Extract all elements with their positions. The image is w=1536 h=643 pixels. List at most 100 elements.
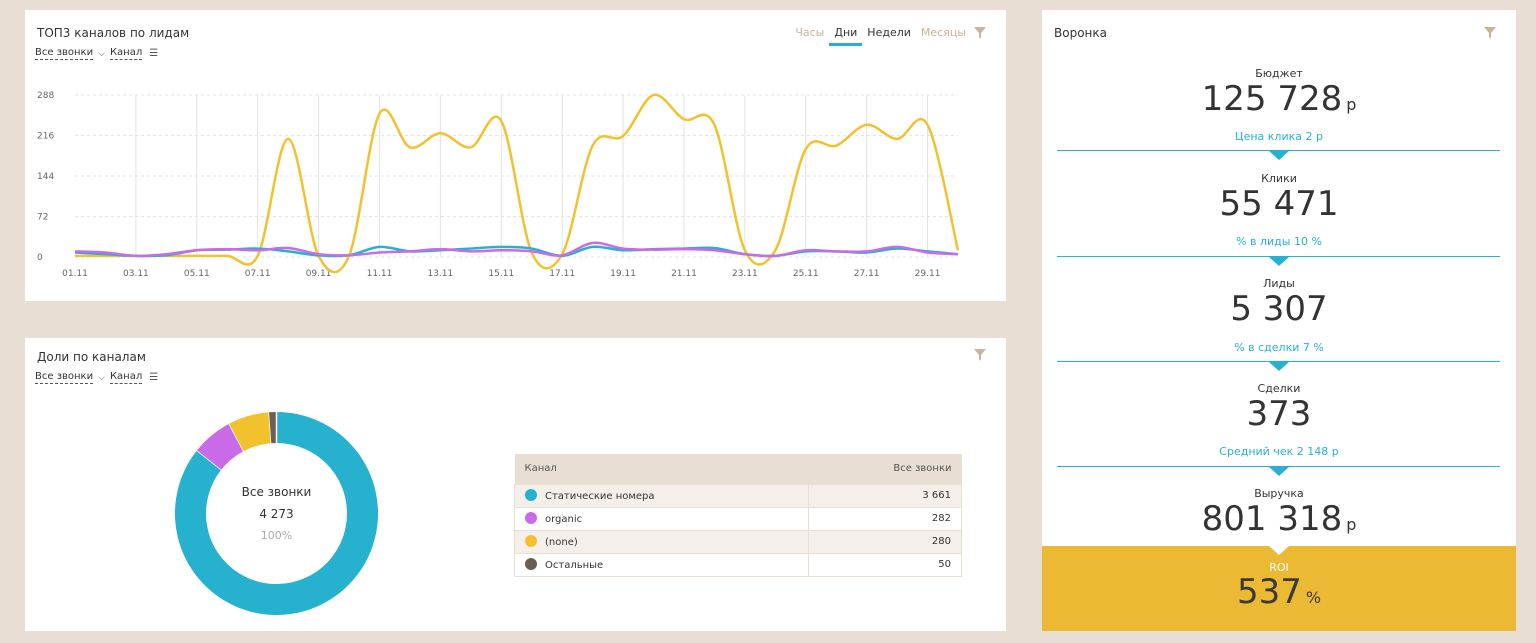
stage-label: Бюджет <box>1255 67 1303 80</box>
donut-chart: Все звонки 4 273 100% <box>175 412 378 615</box>
period-tabs: Часы Дни Недели Месяцы <box>795 26 966 46</box>
y-tick-label: 144 <box>37 172 54 182</box>
funnel-conv-to-leads: % в лиды 10 % <box>1236 235 1322 248</box>
legend-dot <box>525 512 537 524</box>
funnel-card-title: Воронка <box>1054 26 1107 40</box>
leads-line-chart: 0 72 144 216 288 01.11 03.11 05.11 07.11 09.11 11.… <box>37 91 960 279</box>
funnel-divider <box>1057 150 1500 151</box>
x-tick-label: 27.11 <box>854 269 880 279</box>
stage-value: 125 728 р <box>1201 79 1357 119</box>
x-tick-label: 23.11 <box>732 269 758 279</box>
stage-value: 55 471 <box>1219 184 1339 224</box>
donut-total: 4 273 <box>259 507 294 521</box>
funnel-card: Воронка Бюджет 125 728 р Цена клика 2 р К… <box>1042 10 1516 631</box>
funnel-stage-budget: Бюджет 125 728 р <box>1042 67 1516 123</box>
share-card: Доли по каналам Все звонки ⌵ Канал ☰ Все… <box>25 338 1006 631</box>
legend-dot <box>525 489 537 501</box>
x-tick-label: 25.11 <box>793 269 819 279</box>
leads-subfilters: Все звонки ⌵ Канал ☰ <box>35 47 158 60</box>
funnel-divider <box>1057 361 1500 362</box>
donut-slice-2[interactable] <box>229 412 272 452</box>
row-value: 3 661 <box>808 483 962 508</box>
legend-dot <box>525 535 537 547</box>
stage-label: Клики <box>1261 172 1297 185</box>
table-row[interactable]: Статические номера 3 661 <box>513 483 962 508</box>
tab-weeks[interactable]: Недели <box>867 26 911 39</box>
funnel-divider <box>1057 256 1500 257</box>
donut-slice-0[interactable] <box>175 412 378 615</box>
table-row[interactable]: Остальные 50 <box>513 552 962 577</box>
row-label: organic <box>545 514 583 525</box>
x-tick-label: 15.11 <box>488 269 514 279</box>
series-line-0[interactable] <box>75 93 960 274</box>
stage-value: 537% <box>1236 572 1322 612</box>
header-channel[interactable]: Канал <box>514 454 809 484</box>
funnel-conv-click-price: Цена клика 2 р <box>1235 130 1323 143</box>
leads-chart-card: ТОП3 каналов по лидам Все звонки ⌵ Канал… <box>25 10 1006 301</box>
tab-hours[interactable]: Часы <box>795 26 825 39</box>
funnel-divider <box>1057 466 1500 467</box>
stage-label: Сделки <box>1257 382 1301 395</box>
y-tick-label: 0 <box>37 253 43 263</box>
row-label: Остальные <box>545 560 604 571</box>
sort-icon[interactable]: ☰ <box>149 372 158 383</box>
down-arrow-icon <box>1269 362 1289 371</box>
x-tick-label: 01.11 <box>62 269 88 279</box>
stage-value: 373 <box>1246 394 1312 434</box>
filter-icon[interactable] <box>1484 27 1496 39</box>
header-calls[interactable]: Все звонки <box>808 454 962 484</box>
roi-notch <box>1269 546 1289 555</box>
chevron-down-icon[interactable]: ⌵ <box>98 48 105 59</box>
x-tick-label: 05.11 <box>184 269 210 279</box>
calls-filter[interactable]: Все звонки <box>35 47 94 60</box>
stage-label: ROI <box>1269 561 1289 574</box>
funnel-conv-to-deals: % в сделки 7 % <box>1234 341 1324 354</box>
donut-svg <box>175 412 378 615</box>
series-line-2[interactable] <box>74 241 959 258</box>
x-tick-label: 11.11 <box>367 269 393 279</box>
x-tick-label: 09.11 <box>306 269 332 279</box>
filter-icon[interactable] <box>974 27 986 39</box>
down-arrow-icon <box>1269 467 1289 476</box>
tab-months[interactable]: Месяцы <box>920 26 966 39</box>
share-subfilters: Все звонки ⌵ Канал ☰ <box>35 371 158 384</box>
down-arrow-icon <box>1269 151 1289 160</box>
row-value: 50 <box>808 552 962 577</box>
y-tick-label: 288 <box>37 91 54 101</box>
row-label: Статические номера <box>545 491 655 502</box>
stage-label: Выручка <box>1254 487 1304 500</box>
share-card-title: Доли по каналам <box>37 350 146 364</box>
donut-center: Все звонки 4 273 100% <box>175 412 378 615</box>
y-tick-label: 216 <box>37 132 54 142</box>
x-tick-label: 19.11 <box>610 269 636 279</box>
row-value: 282 <box>808 506 962 531</box>
y-tick-label: 72 <box>37 213 48 223</box>
x-tick-label: 29.11 <box>915 269 941 279</box>
down-arrow-icon <box>1269 257 1289 266</box>
stage-value: 5 307 <box>1230 289 1328 329</box>
x-tick-label: 17.11 <box>549 269 575 279</box>
tab-days[interactable]: Дни <box>829 26 863 46</box>
table-row[interactable]: (none) 280 <box>513 529 962 554</box>
funnel-stage-leads: Лиды 5 307 <box>1042 277 1516 327</box>
leads-card-title: ТОП3 каналов по лидам <box>37 26 190 40</box>
x-tick-label: 07.11 <box>245 269 271 279</box>
donut-slice-1[interactable] <box>197 423 245 471</box>
donut-title: Все звонки <box>241 485 312 499</box>
legend-dot <box>525 558 537 570</box>
funnel-stage-revenue: Выручка 801 318 р <box>1042 487 1516 543</box>
funnel-conv-avg-check: Средний чек 2 148 р <box>1219 445 1339 458</box>
table-header-row: Канал Все звонки <box>514 454 962 484</box>
filter-icon[interactable] <box>974 349 986 361</box>
channel-filter[interactable]: Канал <box>109 371 143 384</box>
x-tick-label: 21.11 <box>671 269 697 279</box>
stage-value: 801 318 р <box>1201 499 1357 539</box>
funnel-stage-clicks: Клики 55 471 <box>1042 172 1516 222</box>
x-tick-label: 03.11 <box>123 269 149 279</box>
calls-filter[interactable]: Все звонки <box>35 371 94 384</box>
row-value: 280 <box>808 529 962 554</box>
channel-filter[interactable]: Канал <box>109 47 143 60</box>
table-row[interactable]: organic 282 <box>513 506 962 531</box>
sort-icon[interactable]: ☰ <box>149 48 158 59</box>
chevron-down-icon[interactable]: ⌵ <box>98 372 105 383</box>
